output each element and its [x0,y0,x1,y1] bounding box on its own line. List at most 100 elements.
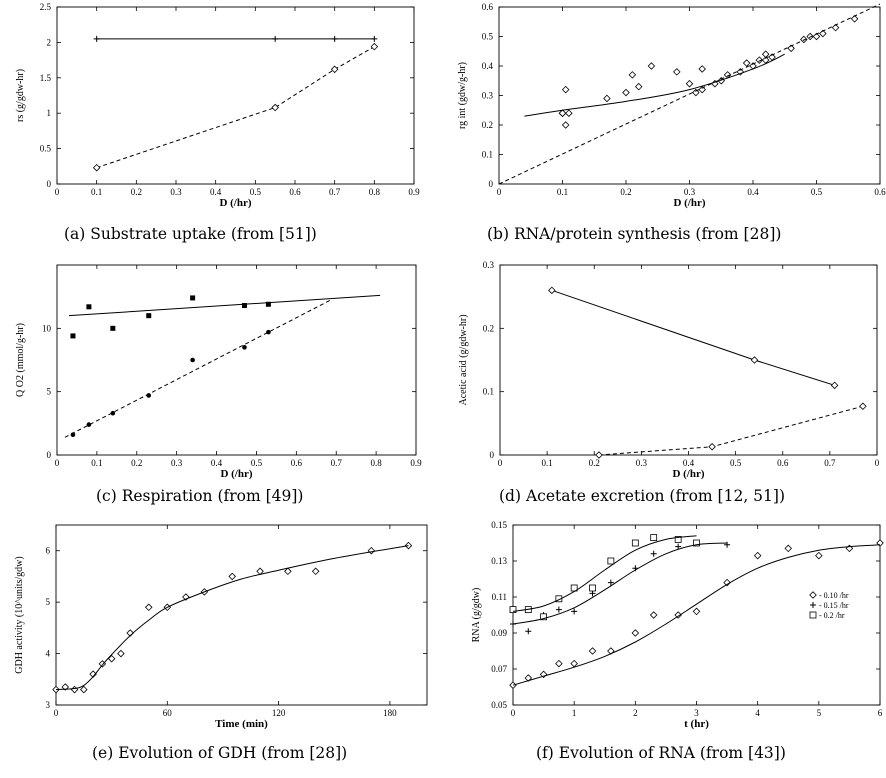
chart-c-svg: 0 0.1 0.2 0.3 0.4 0.5 0.6 0.7 0.8 0.9 0 5 10 D (/hr) Q… [15,264,422,480]
y-tick-label: 3 [46,700,51,710]
data-point [86,422,92,427]
data-point [284,567,292,576]
series-4 [512,542,728,625]
series-line-1 [598,405,863,456]
data-point [588,647,597,655]
data-point [110,325,116,331]
x-tick-label: 0.1 [542,458,553,468]
legend-marker [810,602,816,608]
chart-panel-c: 0 0.1 0.2 0.3 0.4 0.5 0.6 0.7 0.8 0.9 0 5 10 D (/hr) Q… [0,258,443,518]
series-0 [70,295,271,339]
x-tick-label: 0.1 [557,187,568,197]
y-tick-label: 0.07 [491,664,507,674]
data-point [603,94,611,103]
x-axis-label: t (hr) [684,718,709,730]
data-point [753,551,762,560]
y-tick-label: 1.5 [40,73,52,83]
series-0 [52,541,413,694]
x-tick-label: 0.1 [91,458,102,468]
data-point [693,539,700,547]
series-2 [68,294,381,317]
data-point [404,541,413,550]
x-tick-label: 120 [272,708,286,718]
data-point [570,659,578,668]
y-tick-label: 0.2 [482,120,493,130]
caption-d: (d) Acetate excretion (from [12, 51]) [499,487,785,505]
x-tick-label: 0.2 [131,458,142,468]
data-point [674,535,682,543]
x-tick-label: 0.3 [684,187,696,197]
series-line-2 [498,3,881,185]
chart-b-svg: 0 0.1 0.2 0.3 0.4 0.5 0.6 0 0.1 0.2 0.3 0.4 0.5 0.6 D … [457,2,886,209]
x-axis-label: D (/hr) [220,468,252,480]
x-tick-label: 0.5 [811,187,823,197]
data-point [589,590,596,597]
x-tick-label: 0.9 [410,458,422,468]
data-point [228,572,236,581]
x-tick-label: 0 [875,458,880,468]
x-tick-label: 0 [55,458,60,468]
y-tick-label: 0 [47,450,52,460]
data-point [650,550,657,557]
x-tick-label: 0.4 [683,458,695,468]
plot-frame [56,264,417,456]
x-tick-label: 0.5 [251,458,263,468]
series-1 [55,545,409,691]
data-point [265,301,271,307]
data-point [784,544,793,553]
data-point [698,65,706,73]
data-point [698,85,706,94]
y-tick-label: 0.05 [491,700,507,710]
data-point [724,541,731,548]
data-point [628,71,637,79]
x-tick-label: 0.7 [329,187,341,197]
data-point [331,35,338,42]
caption-f: (f) Evolution of RNA (from [43]) [536,744,786,762]
data-point [370,42,379,51]
legend-label: - 0.15 /hr [819,601,849,610]
y-axis-label: GDH activity (10^units/gdw) [14,556,25,673]
data-point [708,443,716,451]
x-tick-label: 3 [694,708,699,718]
data-point [595,451,603,459]
data-point [367,546,376,555]
y-axis-label: Acetic acid (g/gdw-hr) [458,314,469,405]
data-point [674,611,682,619]
caption-e: (e) Evolution of GDH (from [28]) [92,744,348,762]
y-tick-label: 4 [46,649,51,659]
data-point [750,356,759,364]
series-5 [512,535,697,612]
y-tick-label: 2 [47,37,52,47]
chart-panel-b: 0 0.1 0.2 0.3 0.4 0.5 0.6 0 0.1 0.2 0.3 0.4 0.5 0.6 D … [443,0,886,260]
data-point [371,35,378,42]
data-point [673,68,681,76]
series-line-4 [512,542,728,625]
data-point [819,29,827,38]
x-tick-label: 1 [572,708,577,718]
series-line-1 [96,46,375,169]
data-point [650,534,658,542]
y-tick-label: 0.2 [483,323,494,333]
data-point [540,613,547,621]
chart-panel-d: 0 0.1 0.2 0.3 0.4 0.5 0.6 0.7 0 0 0.1 0.2 0.3 D (/hr)… [443,258,886,518]
y-tick-label: 0 [490,450,495,460]
x-tick-label: 0 [55,187,60,197]
data-point [831,23,840,32]
series-1 [595,402,867,459]
data-point [86,304,92,310]
data-point [561,85,570,94]
series-line-0 [551,289,835,386]
x-tick-label: 0.2 [589,458,600,468]
x-axis-label: D (/hr) [673,197,705,209]
x-tick-label: 0.4 [211,458,223,468]
y-tick-label: 2.5 [40,2,52,12]
y-tick-label: 0 [489,179,494,189]
x-tick-label: 0.4 [210,187,222,197]
legend-label: - 0.2 /hr [819,611,845,620]
plot-frame [55,524,428,706]
data-point [330,65,339,74]
y-tick-label: 0.4 [482,61,494,71]
y-tick-label: 6 [46,546,51,556]
y-axis-label: Q O2 (mmol/g-hr) [15,323,26,397]
data-point [830,381,839,390]
